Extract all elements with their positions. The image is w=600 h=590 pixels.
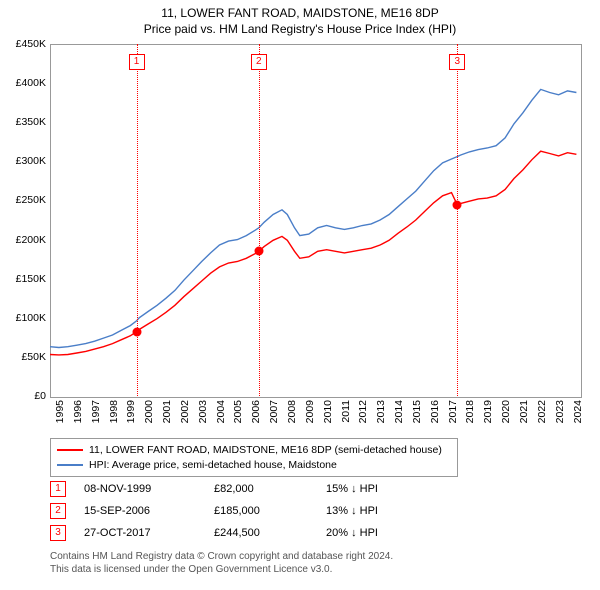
- sale-price-1: £82,000: [214, 483, 326, 495]
- xtick-label: 2005: [232, 400, 244, 423]
- xtick-label: 2006: [250, 400, 262, 423]
- legend-swatch-hpi: [57, 464, 83, 466]
- plot-area: [50, 44, 582, 398]
- xtick-label: 2014: [393, 400, 405, 423]
- sale-diff-1: 15% ↓ HPI: [326, 483, 426, 495]
- sale-date-1: 08-NOV-1999: [84, 483, 214, 495]
- ytick-label: £300K: [0, 155, 46, 167]
- sale-marker-2: 2: [50, 503, 66, 519]
- sale-marker-3: 3: [50, 525, 66, 541]
- footer-attribution: Contains HM Land Registry data © Crown c…: [50, 550, 550, 576]
- sale-marker-1: 1: [50, 481, 66, 497]
- sale-dot-2: [254, 247, 263, 256]
- xtick-label: 2002: [179, 400, 191, 423]
- sale-date-3: 27-OCT-2017: [84, 527, 214, 539]
- sales-table: 1 08-NOV-1999 £82,000 15% ↓ HPI 2 15-SEP…: [50, 478, 426, 544]
- table-row: 2 15-SEP-2006 £185,000 13% ↓ HPI: [50, 500, 426, 522]
- xtick-label: 2024: [572, 400, 584, 423]
- ytick-label: £250K: [0, 194, 46, 206]
- sale-date-2: 15-SEP-2006: [84, 505, 214, 517]
- chart-container: 11, LOWER FANT ROAD, MAIDSTONE, ME16 8DP…: [0, 0, 600, 590]
- xtick-label: 2023: [554, 400, 566, 423]
- ytick-label: £100K: [0, 312, 46, 324]
- xtick-label: 2017: [447, 400, 459, 423]
- xtick-label: 2007: [268, 400, 280, 423]
- ytick-label: £350K: [0, 116, 46, 128]
- xtick-label: 2011: [340, 400, 352, 423]
- ytick-label: £200K: [0, 234, 46, 246]
- page-title-line2: Price paid vs. HM Land Registry's House …: [0, 20, 600, 36]
- legend-label-hpi: HPI: Average price, semi-detached house,…: [89, 459, 337, 471]
- xtick-label: 1998: [108, 400, 120, 423]
- xtick-label: 2013: [375, 400, 387, 423]
- footer-line2: This data is licensed under the Open Gov…: [50, 564, 332, 575]
- footer-line1: Contains HM Land Registry data © Crown c…: [50, 551, 393, 562]
- xtick-label: 2018: [464, 400, 476, 423]
- chart-sale-marker-2: 2: [251, 54, 267, 70]
- sale-dot-1: [132, 327, 141, 336]
- xtick-label: 2022: [536, 400, 548, 423]
- sale-diff-2: 13% ↓ HPI: [326, 505, 426, 517]
- xtick-label: 2016: [429, 400, 441, 423]
- sale-diff-3: 20% ↓ HPI: [326, 527, 426, 539]
- xtick-label: 2004: [215, 400, 227, 423]
- legend-item-property: 11, LOWER FANT ROAD, MAIDSTONE, ME16 8DP…: [57, 442, 451, 457]
- xtick-label: 2003: [197, 400, 209, 423]
- ytick-label: £400K: [0, 77, 46, 89]
- legend-item-hpi: HPI: Average price, semi-detached house,…: [57, 457, 451, 472]
- xtick-label: 1995: [54, 400, 66, 423]
- xtick-label: 2021: [518, 400, 530, 423]
- legend-label-property: 11, LOWER FANT ROAD, MAIDSTONE, ME16 8DP…: [89, 444, 442, 456]
- chart-sale-marker-1: 1: [129, 54, 145, 70]
- ytick-label: £0: [0, 390, 46, 402]
- chart-sale-marker-3: 3: [449, 54, 465, 70]
- xtick-label: 2010: [322, 400, 334, 423]
- xtick-label: 1997: [90, 400, 102, 423]
- sale-price-2: £185,000: [214, 505, 326, 517]
- table-row: 1 08-NOV-1999 £82,000 15% ↓ HPI: [50, 478, 426, 500]
- xtick-label: 1999: [125, 400, 137, 423]
- ytick-label: £450K: [0, 38, 46, 50]
- legend: 11, LOWER FANT ROAD, MAIDSTONE, ME16 8DP…: [50, 438, 458, 477]
- xtick-label: 2019: [482, 400, 494, 423]
- sale-dot-3: [453, 200, 462, 209]
- xtick-label: 2020: [500, 400, 512, 423]
- table-row: 3 27-OCT-2017 £244,500 20% ↓ HPI: [50, 522, 426, 544]
- xtick-label: 2009: [304, 400, 316, 423]
- xtick-label: 2012: [357, 400, 369, 423]
- page-title-line1: 11, LOWER FANT ROAD, MAIDSTONE, ME16 8DP: [0, 0, 600, 20]
- xtick-label: 2015: [411, 400, 423, 423]
- xtick-label: 2000: [143, 400, 155, 423]
- ytick-label: £50K: [0, 351, 46, 363]
- xtick-label: 2008: [286, 400, 298, 423]
- ytick-label: £150K: [0, 273, 46, 285]
- xtick-label: 1996: [72, 400, 84, 423]
- xtick-label: 2001: [161, 400, 173, 423]
- sale-price-3: £244,500: [214, 527, 326, 539]
- legend-swatch-property: [57, 449, 83, 451]
